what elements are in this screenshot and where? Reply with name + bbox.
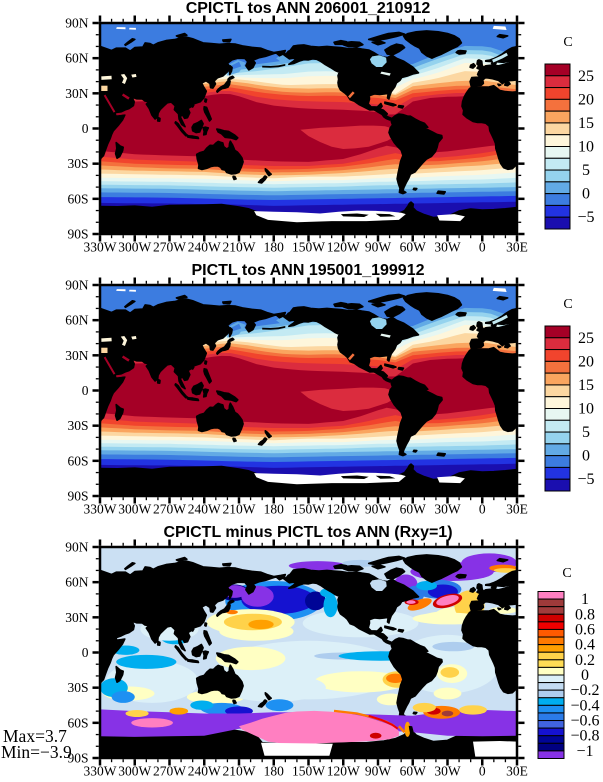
svg-text:30E: 30E bbox=[506, 764, 528, 779]
svg-text:20: 20 bbox=[578, 91, 594, 108]
svg-text:0: 0 bbox=[82, 383, 89, 398]
svg-text:10: 10 bbox=[578, 401, 594, 418]
svg-text:0.6: 0.6 bbox=[575, 622, 595, 639]
svg-text:180: 180 bbox=[264, 764, 285, 779]
svg-text:0.8: 0.8 bbox=[575, 606, 595, 623]
svg-text:60N: 60N bbox=[65, 313, 89, 328]
svg-text:90S: 90S bbox=[67, 751, 88, 766]
svg-text:30W: 30W bbox=[434, 502, 461, 517]
svg-text:300W: 300W bbox=[118, 502, 151, 517]
svg-text:5: 5 bbox=[582, 424, 590, 441]
svg-text:−0.2: −0.2 bbox=[570, 682, 599, 699]
svg-text:60S: 60S bbox=[67, 715, 88, 730]
svg-text:−5: −5 bbox=[577, 209, 594, 226]
svg-text:240W: 240W bbox=[188, 240, 221, 255]
svg-text:−0.8: −0.8 bbox=[570, 728, 599, 745]
svg-text:210W: 210W bbox=[223, 502, 256, 517]
svg-text:150W: 150W bbox=[292, 764, 325, 779]
svg-text:210W: 210W bbox=[223, 764, 256, 779]
svg-text:90S: 90S bbox=[67, 227, 88, 242]
svg-text:150W: 150W bbox=[292, 502, 325, 517]
svg-text:120W: 120W bbox=[327, 764, 360, 779]
svg-text:120W: 120W bbox=[327, 502, 360, 517]
svg-text:270W: 270W bbox=[153, 240, 186, 255]
svg-text:300W: 300W bbox=[118, 764, 151, 779]
svg-text:−0.4: −0.4 bbox=[570, 697, 599, 714]
svg-text:C: C bbox=[563, 35, 572, 50]
svg-text:CPICTL minus PICTL tos ANN (Rx: CPICTL minus PICTL tos ANN (Rxy=1) bbox=[163, 524, 452, 541]
svg-text:330W: 330W bbox=[84, 502, 117, 517]
svg-text:90N: 90N bbox=[65, 278, 89, 293]
svg-text:30E: 30E bbox=[506, 240, 528, 255]
svg-text:330W: 330W bbox=[84, 240, 117, 255]
svg-text:90N: 90N bbox=[65, 16, 89, 31]
svg-text:25: 25 bbox=[578, 330, 594, 347]
svg-text:30W: 30W bbox=[434, 764, 461, 779]
svg-text:210W: 210W bbox=[223, 240, 256, 255]
svg-text:60W: 60W bbox=[400, 764, 427, 779]
svg-text:0: 0 bbox=[82, 121, 89, 136]
svg-text:60N: 60N bbox=[65, 51, 89, 66]
svg-text:20: 20 bbox=[578, 353, 594, 370]
svg-text:60W: 60W bbox=[400, 502, 427, 517]
svg-text:30S: 30S bbox=[67, 156, 88, 171]
svg-text:0: 0 bbox=[82, 645, 89, 660]
svg-text:180: 180 bbox=[264, 240, 285, 255]
svg-text:Max=3.7: Max=3.7 bbox=[3, 726, 67, 746]
svg-text:330W: 330W bbox=[84, 764, 117, 779]
svg-text:0: 0 bbox=[479, 240, 486, 255]
svg-text:300W: 300W bbox=[118, 240, 151, 255]
svg-text:180: 180 bbox=[264, 502, 285, 517]
svg-text:60S: 60S bbox=[67, 191, 88, 206]
svg-text:30S: 30S bbox=[67, 418, 88, 433]
svg-text:60W: 60W bbox=[400, 240, 427, 255]
svg-text:270W: 270W bbox=[153, 764, 186, 779]
svg-text:90W: 90W bbox=[365, 764, 392, 779]
svg-text:150W: 150W bbox=[292, 240, 325, 255]
svg-text:−1: −1 bbox=[576, 743, 593, 760]
svg-text:0.2: 0.2 bbox=[575, 652, 595, 669]
svg-text:0: 0 bbox=[479, 764, 486, 779]
svg-text:240W: 240W bbox=[188, 502, 221, 517]
svg-text:30E: 30E bbox=[506, 502, 528, 517]
svg-text:0: 0 bbox=[582, 186, 590, 203]
svg-text:25: 25 bbox=[578, 68, 594, 85]
svg-text:60N: 60N bbox=[65, 575, 89, 590]
svg-text:270W: 270W bbox=[153, 502, 186, 517]
svg-text:15: 15 bbox=[578, 377, 594, 394]
svg-text:30N: 30N bbox=[65, 86, 89, 101]
svg-text:0: 0 bbox=[582, 448, 590, 465]
svg-text:90W: 90W bbox=[365, 502, 392, 517]
svg-text:30S: 30S bbox=[67, 680, 88, 695]
svg-text:90S: 90S bbox=[67, 489, 88, 504]
svg-text:0: 0 bbox=[479, 502, 486, 517]
svg-text:90W: 90W bbox=[365, 240, 392, 255]
svg-text:5: 5 bbox=[582, 162, 590, 179]
svg-text:CPICTL tos ANN 206001_210912: CPICTL tos ANN 206001_210912 bbox=[186, 0, 431, 17]
svg-text:−0.6: −0.6 bbox=[570, 713, 599, 730]
svg-text:30N: 30N bbox=[65, 610, 89, 625]
svg-text:C: C bbox=[562, 566, 571, 581]
svg-text:30N: 30N bbox=[65, 348, 89, 363]
svg-text:0: 0 bbox=[581, 667, 589, 684]
svg-text:30W: 30W bbox=[434, 240, 461, 255]
svg-text:90N: 90N bbox=[65, 540, 89, 555]
svg-text:Min=−3.9: Min=−3.9 bbox=[1, 742, 72, 762]
svg-text:PICTL tos ANN 195001_199912: PICTL tos ANN 195001_199912 bbox=[191, 262, 424, 279]
svg-text:10: 10 bbox=[578, 139, 594, 156]
svg-text:240W: 240W bbox=[188, 764, 221, 779]
svg-text:15: 15 bbox=[578, 115, 594, 132]
svg-text:120W: 120W bbox=[327, 240, 360, 255]
svg-text:1: 1 bbox=[581, 591, 589, 608]
svg-text:−5: −5 bbox=[577, 471, 594, 488]
svg-text:0.4: 0.4 bbox=[575, 637, 595, 654]
svg-text:60S: 60S bbox=[67, 453, 88, 468]
svg-text:C: C bbox=[563, 297, 572, 312]
